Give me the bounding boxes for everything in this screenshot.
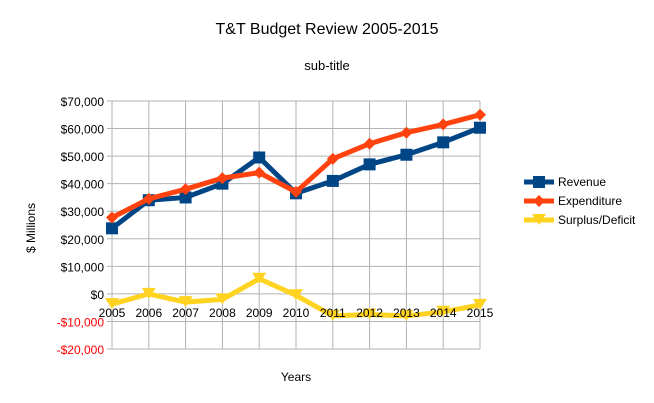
- marker-triangle: [399, 309, 414, 321]
- marker-square: [179, 191, 192, 204]
- x-tick-label: 2013: [393, 306, 420, 320]
- x-tick-label: 2008: [209, 306, 236, 320]
- y-tick-label: $60,000: [61, 123, 105, 137]
- y-tick-label: $30,000: [61, 205, 105, 219]
- x-tick-label: 2014: [430, 306, 457, 320]
- marker-diamond: [290, 185, 302, 198]
- y-tick-label: -$20,000: [57, 343, 105, 357]
- marker-triangle: [252, 272, 267, 284]
- marker-diamond: [474, 108, 486, 121]
- y-tick-label: $50,000: [61, 150, 105, 164]
- marker-diamond: [216, 172, 229, 185]
- marker-triangle: [362, 308, 377, 320]
- marker-triangle: [532, 214, 546, 225]
- y-tick-label: $10,000: [61, 260, 105, 274]
- legend-label: Revenue: [558, 175, 606, 189]
- marker-triangle: [473, 298, 487, 310]
- marker-diamond: [106, 211, 118, 224]
- y-axis-label: $ Millions: [24, 203, 38, 253]
- chart-subtitle: sub-title: [304, 58, 350, 73]
- marker-triangle: [436, 305, 451, 317]
- marker-square: [533, 176, 545, 188]
- marker-triangle: [325, 309, 340, 321]
- x-tick-label: 2006: [135, 306, 162, 320]
- marker-diamond: [326, 152, 339, 165]
- marker-square: [437, 136, 450, 149]
- marker-diamond: [363, 137, 376, 150]
- marker-square: [474, 121, 486, 134]
- marker-square: [400, 148, 413, 161]
- marker-triangle: [105, 298, 119, 310]
- x-axis-label: Years: [281, 370, 311, 384]
- legend-label: Surplus/Deficit: [558, 213, 636, 227]
- marker-square: [106, 222, 118, 235]
- marker-square: [326, 174, 339, 187]
- marker-diamond: [533, 195, 545, 207]
- y-tick-label: -$10,000: [57, 315, 105, 329]
- x-tick-label: 2005: [99, 306, 126, 320]
- chart-title: T&T Budget Review 2005-2015: [216, 21, 439, 38]
- x-tick-label: 2010: [283, 306, 310, 320]
- marker-diamond: [253, 166, 266, 179]
- marker-diamond: [437, 118, 450, 131]
- marker-triangle: [141, 287, 156, 299]
- marker-square: [253, 151, 266, 164]
- x-tick-label: 2015: [467, 306, 494, 320]
- y-tick-label: $0: [91, 288, 105, 302]
- marker-triangle: [178, 296, 193, 308]
- marker-diamond: [400, 126, 413, 139]
- x-tick-label: 2011: [320, 306, 346, 320]
- marker-triangle: [289, 289, 303, 301]
- x-tick-label: 2009: [246, 306, 273, 320]
- marker-square: [363, 158, 376, 171]
- x-tick-label: 2007: [172, 306, 199, 320]
- x-tick-label: 2012: [356, 306, 383, 320]
- marker-diamond: [179, 183, 192, 196]
- legend-label: Expenditure: [558, 194, 622, 208]
- y-tick-label: $70,000: [61, 95, 105, 109]
- y-tick-label: $20,000: [61, 233, 105, 247]
- marker-diamond: [142, 192, 155, 205]
- y-tick-label: $40,000: [61, 178, 105, 192]
- marker-triangle: [215, 293, 230, 305]
